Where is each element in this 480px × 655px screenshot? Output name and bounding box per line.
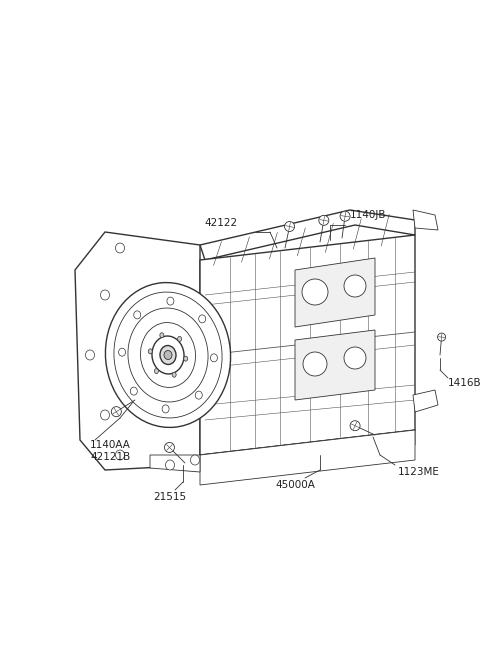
Ellipse shape [134, 311, 141, 319]
Ellipse shape [167, 297, 174, 305]
Polygon shape [150, 455, 200, 472]
Ellipse shape [438, 333, 445, 341]
Text: 1140AA: 1140AA [90, 440, 131, 450]
Ellipse shape [285, 221, 295, 231]
Ellipse shape [302, 279, 328, 305]
Polygon shape [75, 232, 200, 470]
Ellipse shape [119, 348, 126, 356]
Ellipse shape [340, 211, 350, 221]
Ellipse shape [184, 356, 188, 361]
Ellipse shape [155, 369, 158, 373]
Ellipse shape [165, 442, 174, 453]
Ellipse shape [116, 243, 124, 253]
Ellipse shape [162, 405, 169, 413]
Ellipse shape [172, 372, 176, 377]
Ellipse shape [178, 337, 181, 341]
Ellipse shape [199, 315, 206, 323]
Ellipse shape [344, 275, 366, 297]
Ellipse shape [141, 322, 195, 388]
Text: 1416BA: 1416BA [448, 378, 480, 388]
Text: 21515: 21515 [154, 492, 187, 502]
Ellipse shape [100, 290, 109, 300]
Polygon shape [413, 390, 438, 412]
Text: 1140JB: 1140JB [350, 210, 386, 220]
Polygon shape [200, 235, 415, 455]
Ellipse shape [350, 421, 360, 431]
Polygon shape [413, 210, 438, 230]
Text: 42121B: 42121B [90, 452, 130, 462]
Ellipse shape [130, 387, 137, 395]
Ellipse shape [160, 333, 164, 338]
Text: 42122: 42122 [205, 218, 238, 228]
Ellipse shape [344, 347, 366, 369]
Polygon shape [295, 258, 375, 327]
Ellipse shape [85, 350, 95, 360]
Ellipse shape [152, 336, 184, 374]
Ellipse shape [128, 308, 208, 402]
Polygon shape [200, 430, 415, 472]
Polygon shape [200, 430, 415, 485]
Ellipse shape [148, 349, 152, 354]
Ellipse shape [164, 350, 172, 360]
Polygon shape [200, 210, 415, 260]
Text: 45000A: 45000A [275, 480, 315, 490]
Text: 1123ME: 1123ME [398, 467, 440, 477]
Ellipse shape [191, 455, 200, 465]
Ellipse shape [116, 450, 124, 460]
Polygon shape [295, 330, 375, 400]
Ellipse shape [303, 352, 327, 376]
Ellipse shape [106, 282, 230, 428]
Ellipse shape [114, 292, 222, 418]
Ellipse shape [195, 391, 202, 399]
Ellipse shape [319, 215, 329, 225]
Ellipse shape [210, 354, 217, 362]
Ellipse shape [100, 410, 109, 420]
Ellipse shape [166, 460, 175, 470]
Ellipse shape [111, 407, 121, 417]
Ellipse shape [160, 345, 176, 364]
